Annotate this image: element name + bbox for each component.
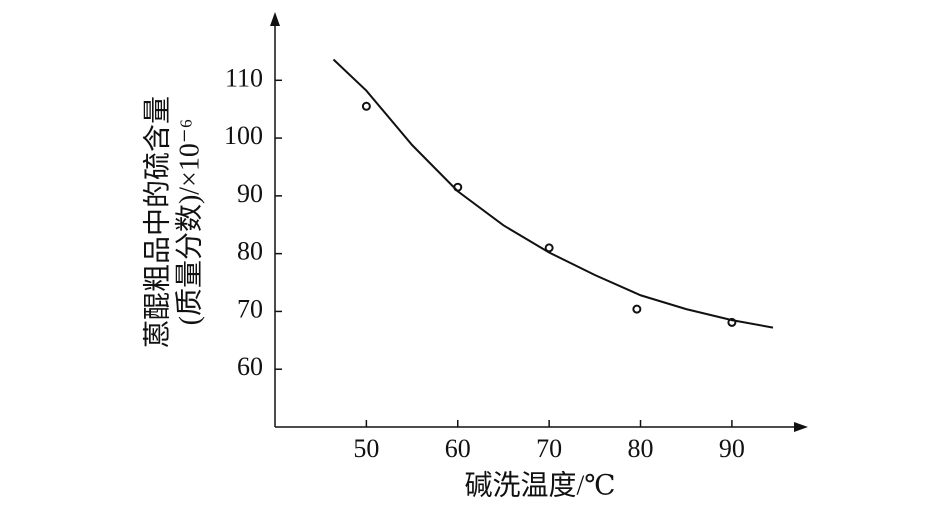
data-point — [361, 101, 371, 111]
data-point — [727, 317, 737, 327]
y-tick-label: 70 — [237, 294, 263, 323]
data-point — [453, 182, 463, 192]
y-axis-arrow — [270, 12, 280, 26]
y-axis-label: 蒽醌粗品中的硫含量 — [141, 96, 173, 348]
y-tick-label: 90 — [237, 179, 263, 208]
data-point — [632, 304, 642, 314]
x-axis-arrow — [794, 422, 808, 432]
y-tick-label: 80 — [237, 237, 263, 266]
y-axis-label: (质量分数)/×10⁻⁶ — [173, 119, 205, 326]
x-tick-label: 50 — [353, 434, 379, 463]
fit-curve — [332, 58, 774, 329]
y-tick-label: 110 — [225, 63, 263, 92]
x-tick-label: 90 — [719, 434, 745, 463]
y-tick-label: 60 — [237, 352, 263, 381]
x-tick-label: 70 — [536, 434, 562, 463]
x-axis-label: 碱洗温度/℃ — [464, 469, 615, 501]
x-tick-label: 80 — [628, 434, 654, 463]
data-point — [544, 243, 554, 253]
y-tick-label: 100 — [224, 121, 263, 150]
x-tick-label: 60 — [445, 434, 471, 463]
